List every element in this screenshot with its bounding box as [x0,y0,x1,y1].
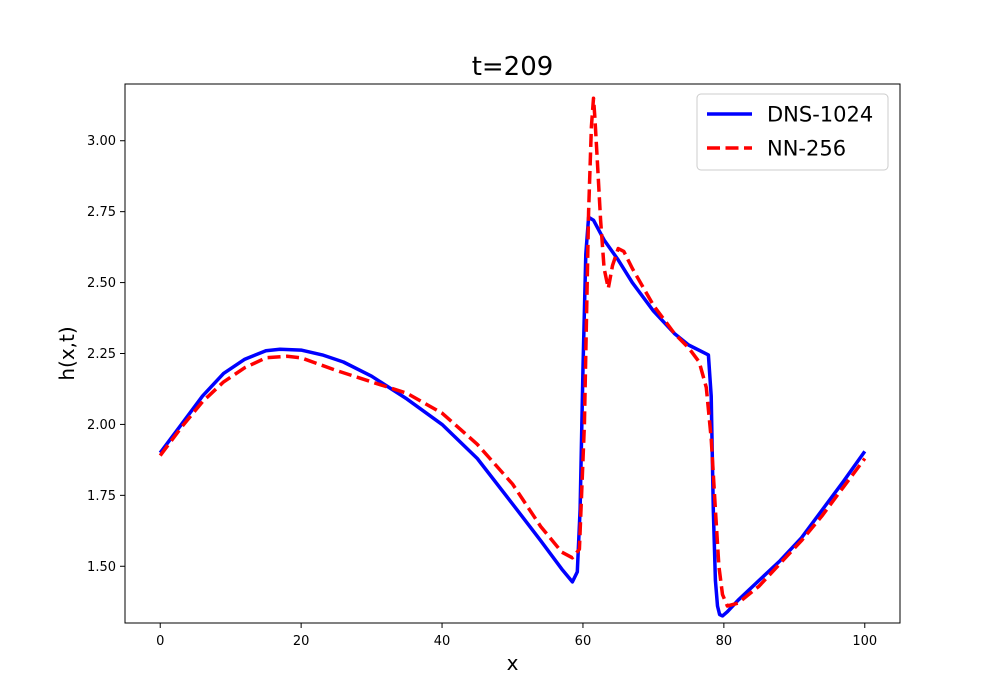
x-tick-label: 20 [293,634,310,649]
series-layer [158,96,867,618]
legend: DNS-1024 NN-256 [696,93,889,171]
y-tick-label: 2.75 [87,205,116,220]
legend-label-1: NN-256 [767,137,846,161]
y-tick-label: 2.50 [87,276,116,291]
series-line-1 [158,96,867,608]
legend-label-0: DNS-1024 [767,103,873,127]
x-axis: 0 20 40 60 80 100 [156,623,877,649]
plot-background [125,84,900,623]
y-tick-label: 2.00 [87,418,116,433]
y-axis-label: h(x,t) [55,326,79,380]
y-tick-label: 3.00 [87,134,116,149]
x-axis-label: x [507,651,519,675]
y-tick-label: 1.75 [87,489,116,504]
y-tick-label: 1.50 [87,560,116,575]
chart-title: t=209 [472,52,554,82]
x-tick-label: 80 [716,634,733,649]
x-tick-label: 40 [434,634,451,649]
y-axis: 1.50 1.75 2.00 2.25 2.50 2.75 3.00 [87,134,125,575]
x-tick-label: 0 [156,634,164,649]
y-tick-label: 2.25 [87,347,116,362]
x-tick-label: 100 [852,634,877,649]
x-tick-label: 60 [575,634,592,649]
series-line-0 [158,215,867,618]
